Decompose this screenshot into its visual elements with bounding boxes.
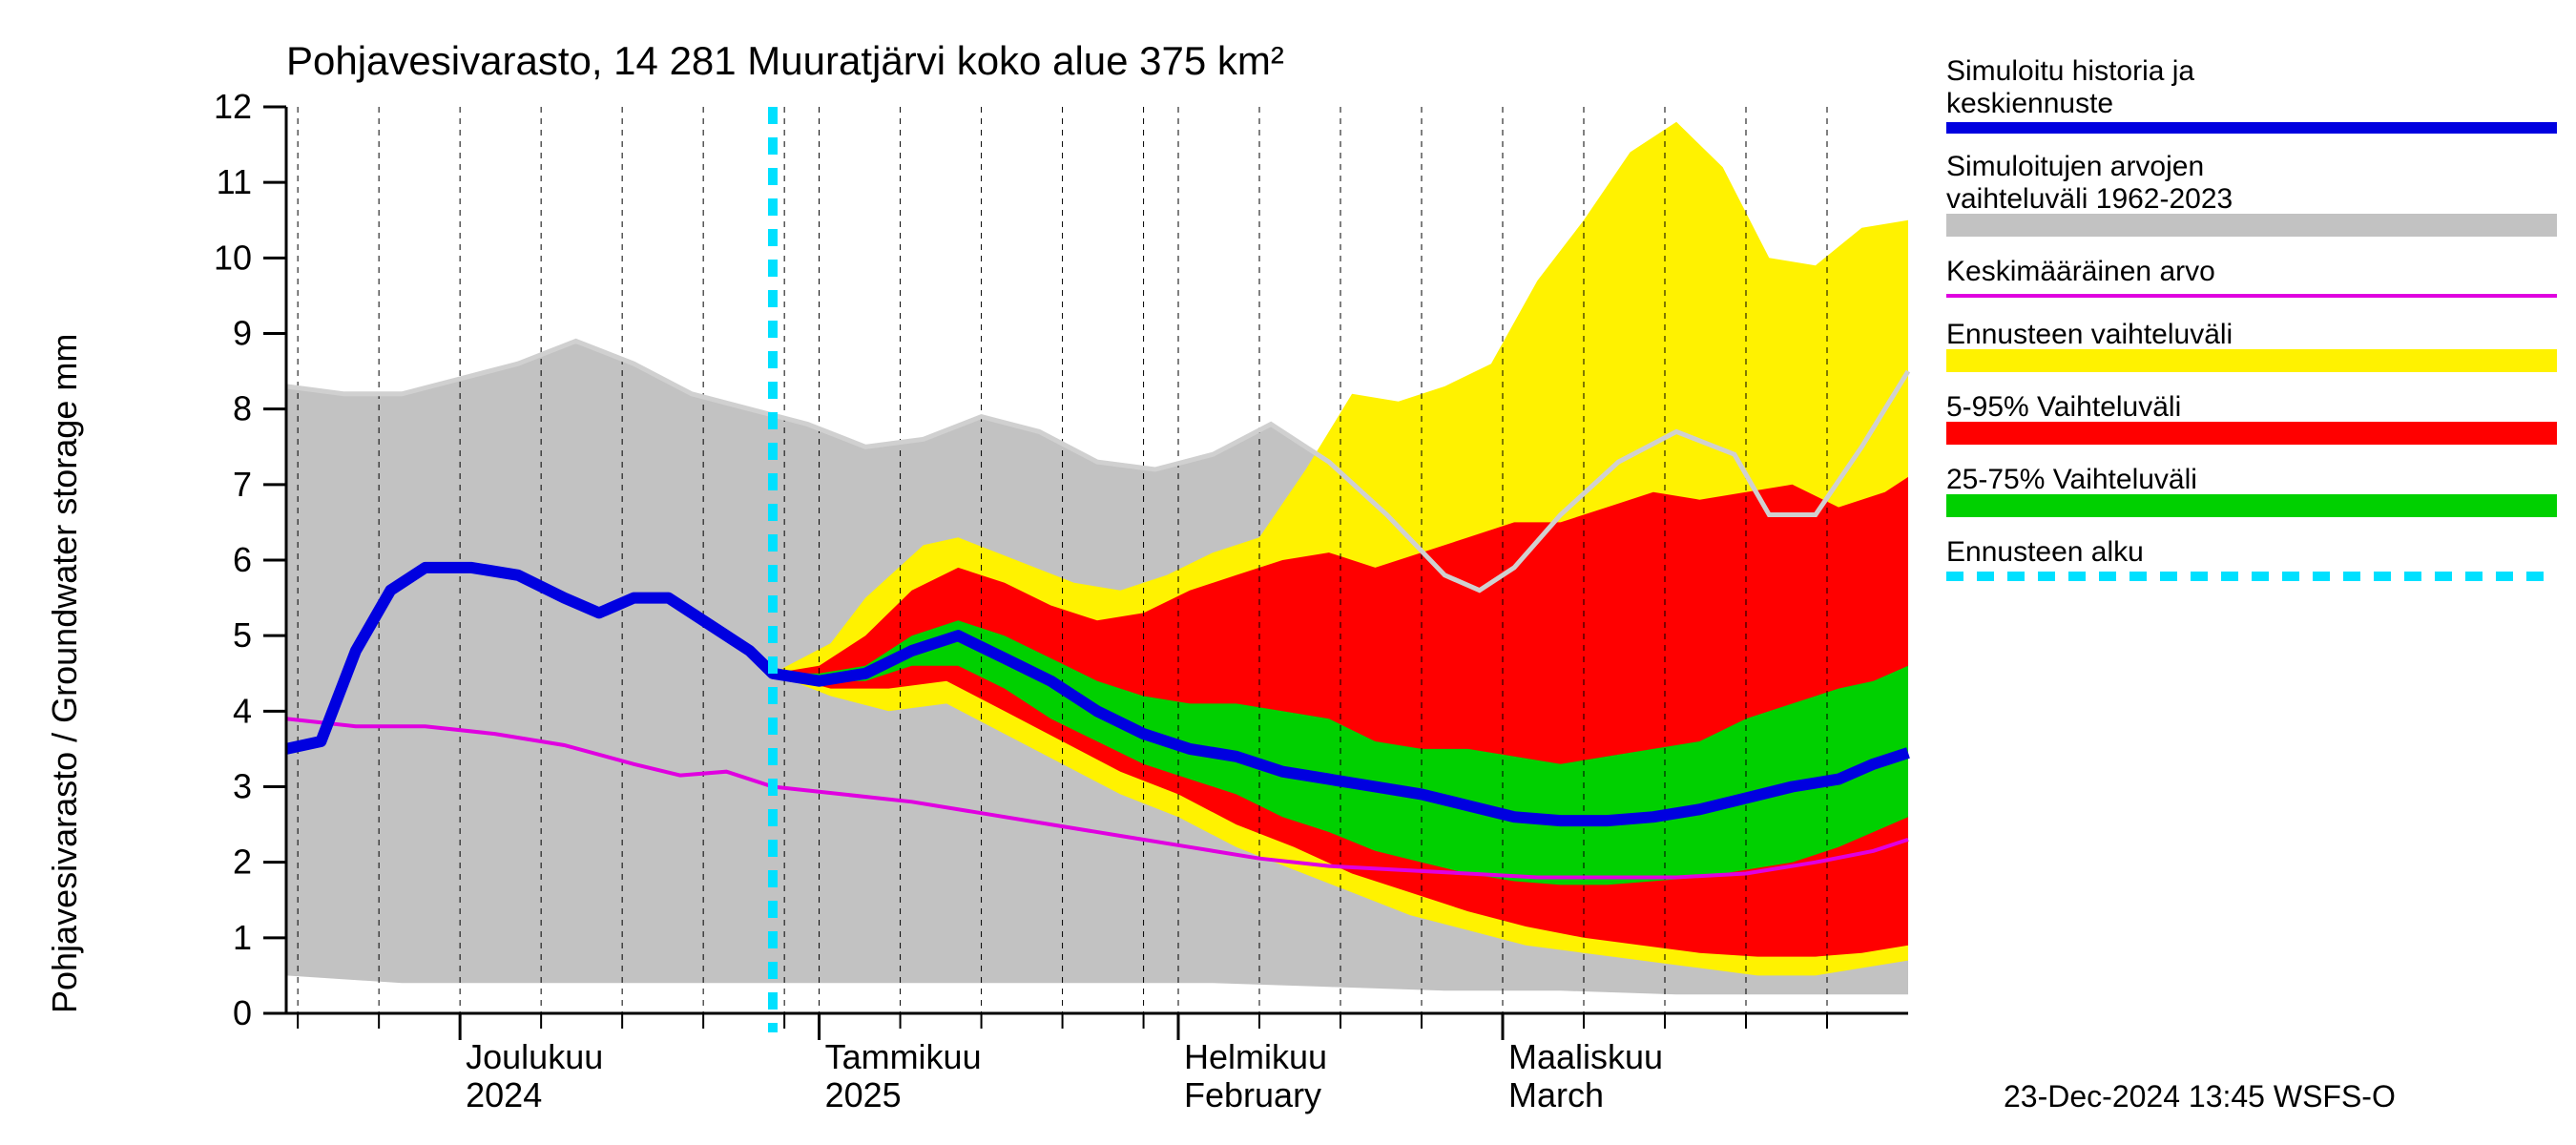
ytick-label: 5 <box>233 615 252 655</box>
groundwater-chart: 0123456789101112Joulukuu2024Tammikuu2025… <box>0 0 2576 1145</box>
ytick-label: 11 <box>217 162 252 201</box>
legend-label: Ennusteen vaihteluväli <box>1946 319 2233 350</box>
legend-label: 25-75% Vaihteluväli <box>1946 464 2197 495</box>
ytick-label: 10 <box>214 238 252 277</box>
legend-label: keskiennuste <box>1946 88 2113 119</box>
xtick-year-label: 2025 <box>825 1075 902 1114</box>
ytick-label: 2 <box>233 843 252 882</box>
legend-label: Keskimääräinen arvo <box>1946 256 2215 287</box>
legend-swatch <box>1946 214 2557 237</box>
xtick-month-label: Tammikuu <box>825 1037 982 1076</box>
legend-label: Simuloitujen arvojen <box>1946 151 2204 182</box>
legend-label: 5-95% Vaihteluväli <box>1946 391 2181 423</box>
legend-swatch <box>1946 349 2557 372</box>
legend-label: Simuloitu historia ja <box>1946 55 2194 87</box>
xtick-month-label: Maaliskuu <box>1508 1037 1663 1076</box>
legend-swatch <box>1946 494 2557 517</box>
ytick-label: 0 <box>233 993 252 1032</box>
chart-footer: 23-Dec-2024 13:45 WSFS-O <box>2004 1079 2396 1114</box>
ytick-label: 7 <box>233 465 252 504</box>
ytick-label: 6 <box>233 540 252 579</box>
ytick-label: 4 <box>233 691 252 730</box>
legend-label: Ennusteen alku <box>1946 536 2144 568</box>
xtick-month-label: Helmikuu <box>1184 1037 1327 1076</box>
xtick-year-label: March <box>1508 1075 1604 1114</box>
ytick-label: 1 <box>233 918 252 957</box>
xtick-month-label: Joulukuu <box>466 1037 603 1076</box>
chart-title: Pohjavesivarasto, 14 281 Muuratjärvi kok… <box>286 38 1284 83</box>
ytick-label: 3 <box>233 767 252 806</box>
ytick-label: 9 <box>233 314 252 353</box>
legend-label: vaihteluväli 1962-2023 <box>1946 183 2233 215</box>
ytick-label: 8 <box>233 389 252 428</box>
xtick-year-label: 2024 <box>466 1075 542 1114</box>
legend-swatch <box>1946 422 2557 445</box>
ytick-label: 12 <box>214 87 252 126</box>
xtick-year-label: February <box>1184 1075 1321 1114</box>
y-axis-label: Pohjavesivarasto / Groundwater storage m… <box>45 334 84 1013</box>
